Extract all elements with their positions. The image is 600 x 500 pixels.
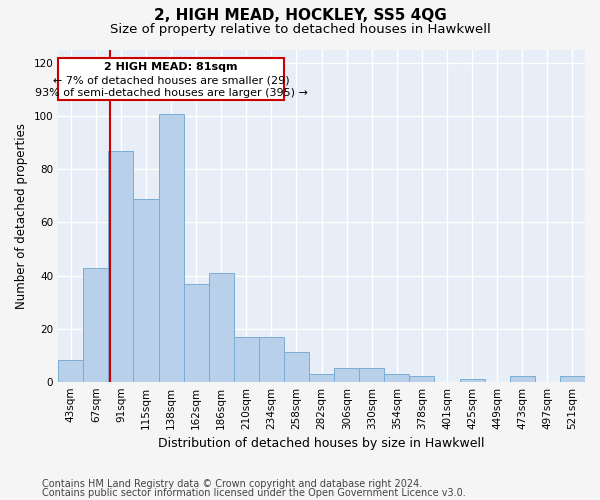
Bar <box>158 114 184 382</box>
X-axis label: Distribution of detached houses by size in Hawkwell: Distribution of detached houses by size … <box>158 437 485 450</box>
Bar <box>359 368 385 382</box>
Text: 93% of semi-detached houses are larger (395) →: 93% of semi-detached houses are larger (… <box>35 88 307 99</box>
Bar <box>560 376 585 382</box>
Bar <box>109 151 133 382</box>
Bar <box>284 352 309 382</box>
Bar <box>58 360 83 382</box>
Text: ← 7% of detached houses are smaller (29): ← 7% of detached houses are smaller (29) <box>53 75 289 85</box>
Text: 2 HIGH MEAD: 81sqm: 2 HIGH MEAD: 81sqm <box>104 62 238 72</box>
Bar <box>409 376 434 382</box>
Bar <box>234 336 259 382</box>
Text: Contains HM Land Registry data © Crown copyright and database right 2024.: Contains HM Land Registry data © Crown c… <box>42 479 422 489</box>
Bar <box>334 368 359 382</box>
Text: Contains public sector information licensed under the Open Government Licence v3: Contains public sector information licen… <box>42 488 466 498</box>
Bar <box>184 284 209 382</box>
Bar <box>309 374 334 382</box>
Bar <box>209 273 234 382</box>
Text: Size of property relative to detached houses in Hawkwell: Size of property relative to detached ho… <box>110 22 490 36</box>
Bar <box>133 198 158 382</box>
Bar <box>510 376 535 382</box>
Text: 2, HIGH MEAD, HOCKLEY, SS5 4QG: 2, HIGH MEAD, HOCKLEY, SS5 4QG <box>154 8 446 22</box>
FancyBboxPatch shape <box>58 58 284 100</box>
Bar <box>259 336 284 382</box>
Y-axis label: Number of detached properties: Number of detached properties <box>15 123 28 309</box>
Bar <box>385 374 409 382</box>
Bar <box>460 379 485 382</box>
Bar <box>83 268 109 382</box>
